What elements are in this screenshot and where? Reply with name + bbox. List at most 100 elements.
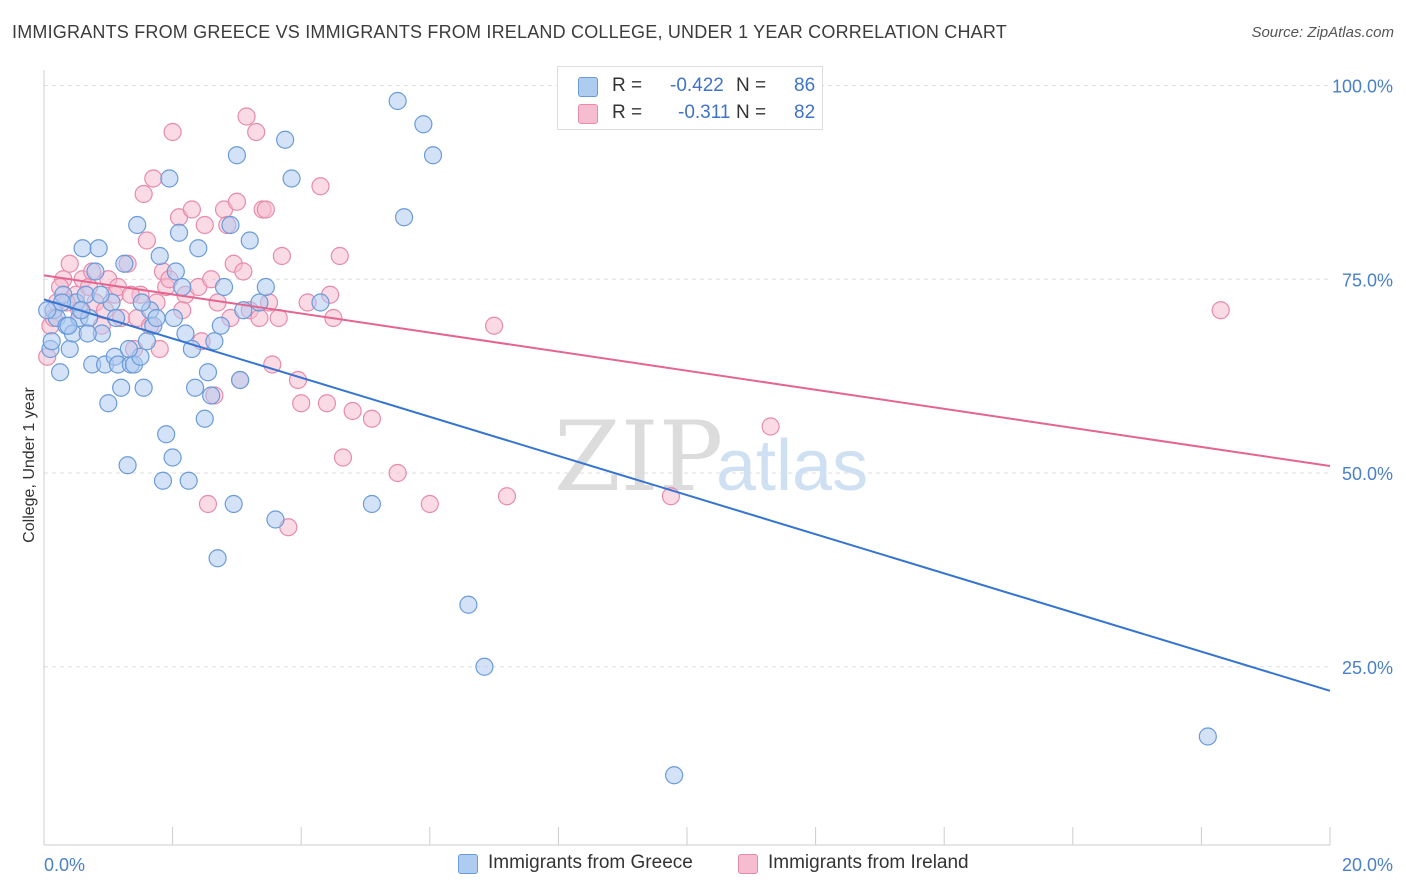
stats-legend: R = -0.422 N = 86 R = -0.311 N = 82 [557, 66, 823, 130]
greece-swatch [578, 77, 598, 97]
data-point [240, 231, 259, 250]
data-point [164, 308, 183, 328]
data-point [134, 184, 153, 204]
data-point [420, 494, 439, 514]
n-value: 82 [794, 102, 816, 123]
y-tick-label: 75.0% [1342, 270, 1393, 290]
r-value: -0.311 [678, 102, 731, 123]
series-greece-points [38, 91, 1217, 785]
data-point [266, 510, 285, 529]
data-point [362, 494, 382, 514]
data-point [214, 277, 234, 297]
data-point [665, 766, 684, 785]
data-point [60, 254, 79, 273]
data-point [78, 324, 97, 343]
data-point [256, 277, 275, 297]
data-point [227, 146, 246, 165]
data-point [221, 215, 240, 235]
data-point [414, 115, 433, 134]
data-point [234, 262, 253, 281]
y-axis-label: College, Under 1 year [21, 387, 38, 543]
data-point [198, 494, 218, 514]
data-point [317, 394, 337, 413]
data-point [311, 293, 330, 312]
data-point [147, 308, 166, 328]
data-point [157, 425, 176, 444]
x-tick-label: 20.0% [1342, 855, 1393, 875]
data-point [50, 363, 70, 382]
data-point [362, 409, 382, 428]
data-point [459, 595, 478, 614]
data-point [189, 239, 208, 258]
data-point [160, 169, 179, 188]
axes [43, 70, 1331, 846]
data-point [282, 169, 301, 188]
data-point [198, 363, 218, 382]
data-point [276, 130, 295, 149]
data-point [186, 378, 205, 397]
data-point [132, 293, 151, 312]
n-label: N = [736, 102, 767, 123]
y-tick-label: 25.0% [1342, 658, 1393, 678]
data-point [247, 122, 266, 142]
data-point [388, 91, 407, 111]
data-point [179, 471, 198, 490]
x-tick-label: 0.0% [44, 855, 85, 875]
data-point [237, 107, 256, 126]
r-label: R = [612, 75, 643, 96]
data-point [423, 146, 443, 165]
data-point [163, 122, 182, 142]
legend-swatch-ireland [738, 854, 758, 874]
data-point [263, 355, 282, 374]
data-point [144, 169, 163, 188]
data-point [292, 394, 311, 413]
data-point [195, 409, 214, 428]
n-label: N = [736, 75, 767, 96]
data-point [485, 316, 504, 335]
watermark-zip: ZIP [554, 401, 723, 513]
data-point [119, 339, 138, 359]
data-point [227, 192, 246, 211]
data-point [169, 223, 189, 242]
ireland-swatch [578, 104, 598, 124]
data-point [394, 208, 414, 227]
x-tick-labels: 0.0% 20.0% [44, 855, 1393, 875]
y-tick-labels: 100.0% 75.0% 50.0% 25.0% [1332, 77, 1393, 678]
data-point [128, 215, 147, 235]
data-point [163, 448, 182, 467]
legend-label-ireland: Immigrants from Ireland [768, 852, 969, 873]
data-point [272, 246, 292, 266]
data-point [86, 262, 105, 281]
watermark-atlas: atlas [716, 426, 868, 506]
data-point [211, 316, 230, 335]
data-point [38, 301, 57, 320]
legend-swatch-greece [458, 854, 478, 874]
data-point [231, 370, 250, 390]
data-point [166, 262, 185, 281]
data-point [333, 448, 353, 467]
data-point [176, 324, 195, 343]
chart-title: IMMIGRANTS FROM GREECE VS IMMIGRANTS FRO… [12, 22, 1007, 42]
data-point [134, 378, 153, 397]
data-point [224, 494, 243, 514]
data-point [42, 332, 61, 351]
data-point [330, 246, 349, 266]
data-point [497, 487, 517, 506]
trend-line-ireland [43, 274, 1331, 468]
data-point [118, 456, 137, 475]
data-point [205, 332, 224, 351]
y-tick-label: 50.0% [1342, 464, 1393, 484]
data-point [1211, 301, 1230, 320]
data-point [60, 339, 79, 359]
data-point [250, 308, 269, 328]
data-point [256, 200, 275, 219]
trend-lines [43, 274, 1331, 692]
data-point [112, 378, 131, 397]
n-value: 86 [794, 75, 816, 96]
data-point [150, 246, 169, 266]
data-point [137, 332, 156, 351]
r-label: R = [612, 102, 643, 123]
data-point [115, 254, 134, 273]
data-point [208, 549, 227, 568]
